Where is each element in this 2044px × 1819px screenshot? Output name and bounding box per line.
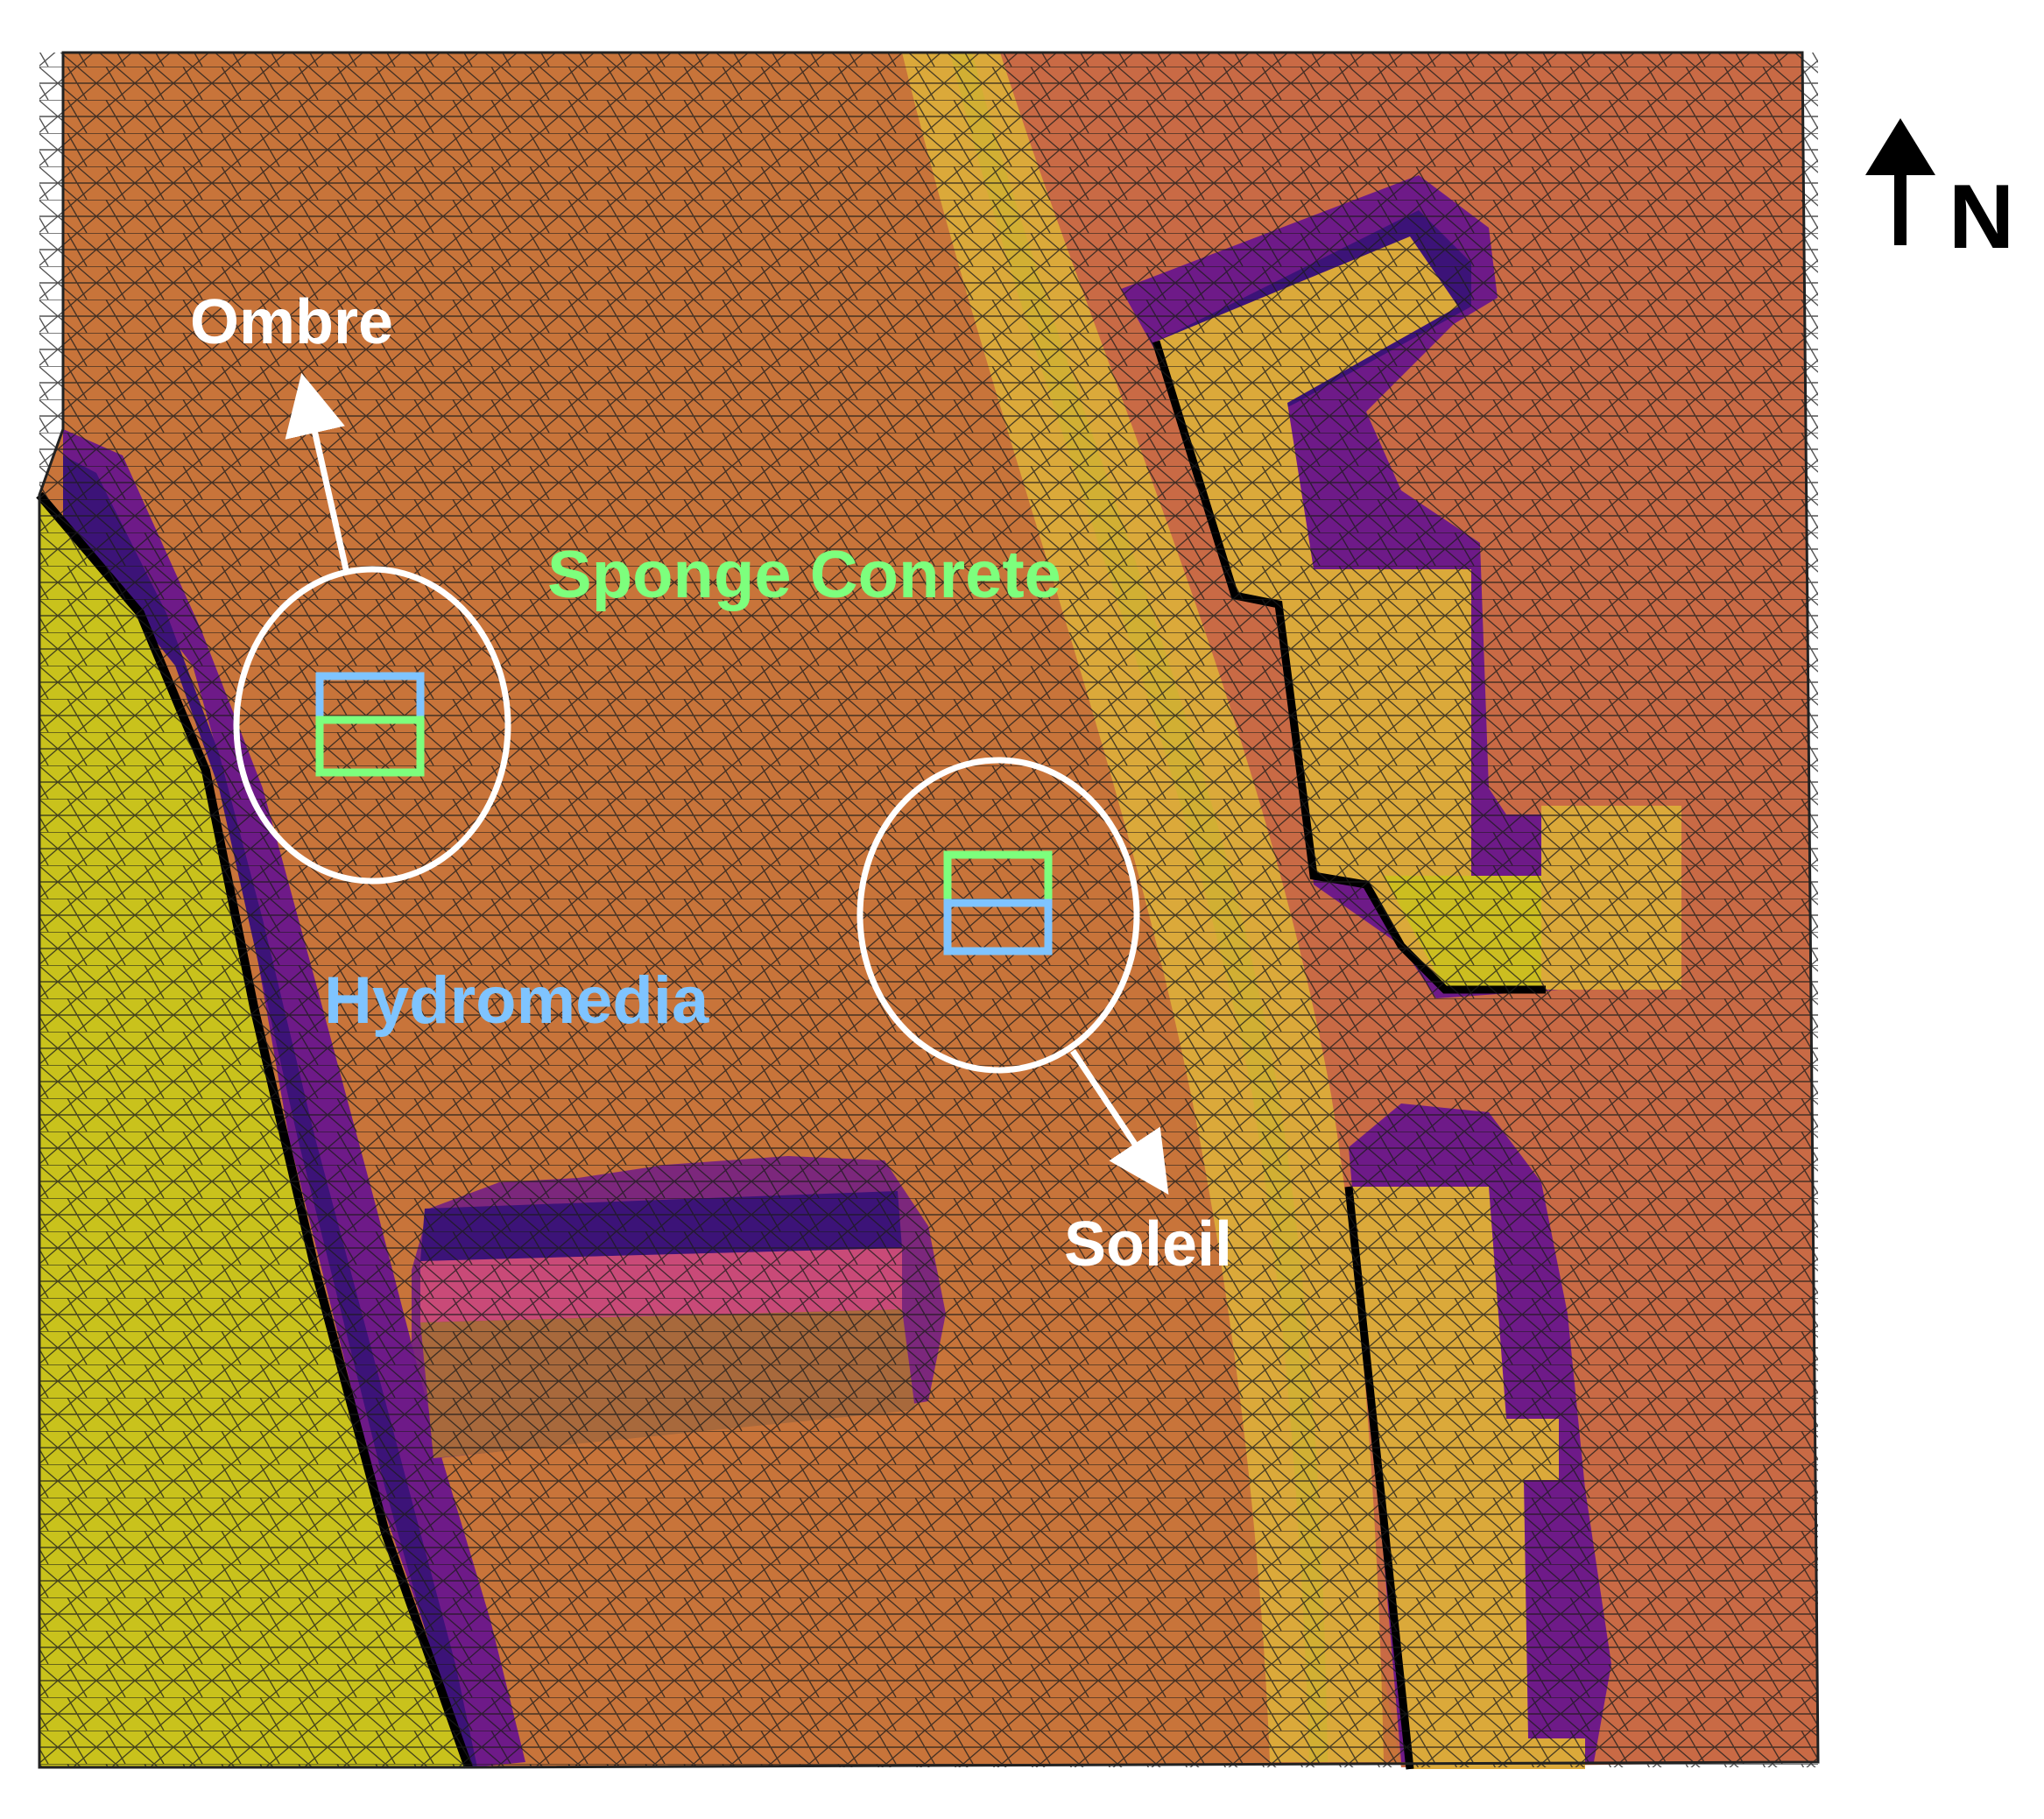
ombre-sensor [233, 372, 511, 885]
sponge-concrete-label: Sponge Conrete [547, 538, 1061, 612]
north-label: N [1949, 166, 2014, 268]
soleil-label: Soleil [1064, 1209, 1232, 1280]
domain-outline [38, 51, 1820, 1769]
soleil-sensor [856, 757, 1169, 1195]
ombre-label: Ombre [190, 287, 393, 357]
triangular-mesh [39, 53, 1818, 1767]
north-arrow-icon [1865, 118, 1935, 245]
hydromedia-label: Hydromedia [324, 963, 709, 1038]
